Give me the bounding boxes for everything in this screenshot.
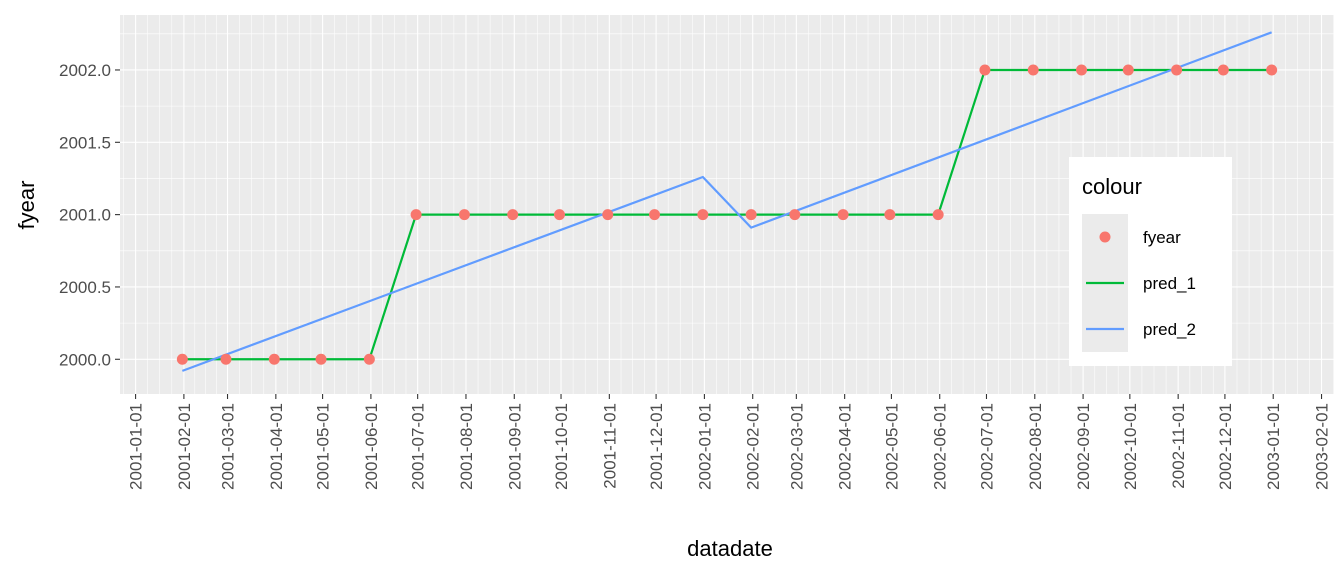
x-tick-label: 2001-04-01 [267, 403, 286, 490]
x-tick-label: 2002-08-01 [1026, 403, 1045, 490]
y-axis-title: fyear [14, 181, 39, 230]
x-tick-label: 2002-12-01 [1216, 403, 1235, 490]
x-tick-label: 2001-02-01 [175, 403, 194, 490]
legend-key-fyear [1099, 231, 1111, 243]
point-fyear [649, 209, 661, 221]
legend-title: colour [1082, 174, 1142, 199]
x-tick-label: 2003-02-01 [1313, 403, 1332, 490]
point-fyear [553, 209, 565, 221]
legend-label-pred-1: pred_1 [1143, 274, 1196, 293]
point-fyear [1266, 64, 1278, 76]
x-tick-label: 2001-06-01 [362, 403, 381, 490]
point-fyear [458, 209, 470, 221]
legend: colour fyear pred_1 pred_2 [1069, 157, 1232, 366]
x-tick-label: 2001-10-01 [552, 403, 571, 490]
x-tick-label: 2001-07-01 [409, 403, 428, 490]
x-axis-ticks: 2001-01-01 2001-02-01 2001-03-01 2001-04-01… [127, 394, 1332, 490]
legend-label-pred-2: pred_2 [1143, 320, 1196, 339]
x-tick-label: 2001-09-01 [505, 403, 524, 490]
series-line-pred-1 [182, 68, 1272, 361]
y-tick-label: 2001.0 [59, 206, 111, 225]
series-line-pred-2 [181, 31, 1273, 372]
point-fyear [363, 353, 375, 365]
x-tick-label: 2002-09-01 [1074, 403, 1093, 490]
x-tick-label: 2001-05-01 [314, 403, 333, 490]
point-fyear [1027, 64, 1039, 76]
x-tick-label: 2002-07-01 [977, 403, 996, 490]
y-tick-label: 2001.5 [59, 133, 111, 152]
series-layer [176, 31, 1278, 372]
x-tick-label: 2001-01-01 [127, 403, 146, 490]
point-fyear [176, 353, 188, 365]
point-fyear [410, 209, 422, 221]
x-tick-label: 2002-03-01 [787, 403, 806, 490]
point-fyear [268, 353, 280, 365]
point-fyear [1076, 64, 1088, 76]
legend-label-fyear: fyear [1143, 228, 1181, 247]
y-tick-label: 2000.0 [59, 350, 111, 369]
point-fyear [697, 209, 709, 221]
point-fyear [1122, 64, 1134, 76]
x-tick-label: 2001-08-01 [457, 403, 476, 490]
y-tick-label: 2000.5 [59, 278, 111, 297]
y-axis-ticks: 2000.0 2000.5 2001.0 2001.5 2002.0 [59, 61, 120, 369]
point-fyear [507, 209, 519, 221]
point-fyear [1217, 64, 1229, 76]
x-tick-label: 2002-06-01 [931, 403, 950, 490]
point-fyear [789, 209, 801, 221]
x-tick-label: 2002-02-01 [744, 403, 763, 490]
point-fyear [315, 353, 327, 365]
point-fyear [745, 209, 757, 221]
point-fyear [1171, 64, 1183, 76]
x-tick-label: 2002-05-01 [882, 403, 901, 490]
x-tick-label: 2002-01-01 [695, 403, 714, 490]
y-tick-label: 2002.0 [59, 61, 111, 80]
point-fyear [979, 64, 991, 76]
point-fyear [932, 209, 944, 221]
x-tick-label: 2001-03-01 [219, 403, 238, 490]
point-fyear [602, 209, 614, 221]
point-fyear [837, 209, 849, 221]
x-tick-label: 2001-12-01 [647, 403, 666, 490]
x-tick-label: 2002-11-01 [1169, 403, 1188, 489]
x-tick-label: 2003-01-01 [1264, 403, 1283, 490]
x-tick-label: 2001-11-01 [600, 403, 619, 489]
x-axis-title: datadate [687, 536, 773, 561]
x-tick-label: 2002-04-01 [836, 403, 855, 490]
point-fyear [220, 353, 232, 365]
point-fyear [884, 209, 896, 221]
x-tick-label: 2002-10-01 [1121, 403, 1140, 490]
